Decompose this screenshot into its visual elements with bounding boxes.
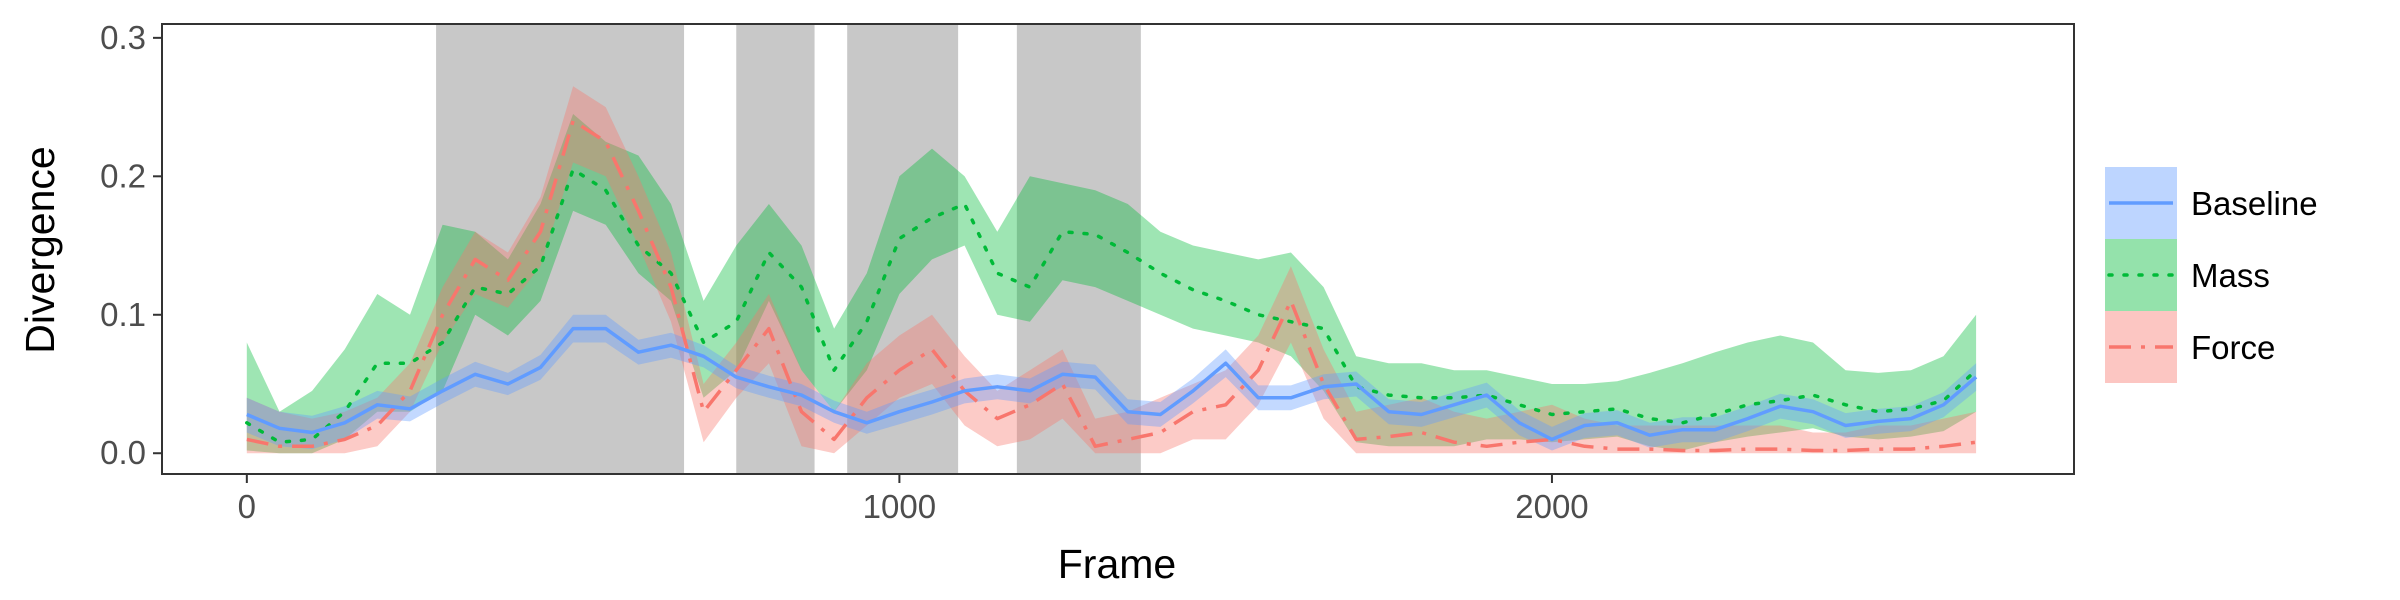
- y-axis-title: Divergence: [17, 146, 63, 353]
- legend-label-mass: Mass: [2191, 257, 2270, 294]
- line-baseline: [246, 326, 1978, 442]
- y-tick-label: 0.3: [100, 19, 146, 56]
- x-tick-label: 1000: [863, 488, 936, 525]
- y-tick-label: 0.2: [100, 157, 146, 194]
- x-axis-title: Frame: [1058, 541, 1176, 587]
- line-mass: [245, 167, 1978, 444]
- plot-border: [161, 23, 2075, 475]
- legend: Baseline Mass Force: [2105, 167, 2318, 383]
- x-axis-ticks: 0 1000 2000: [238, 474, 1589, 525]
- shaded-region-1: [436, 24, 685, 474]
- x-tick-label: 2000: [1515, 488, 1588, 525]
- legend-label-baseline: Baseline: [2191, 185, 2318, 222]
- line-force: [246, 119, 1977, 453]
- shaded-region-2: [736, 24, 815, 474]
- y-tick-label: 0.1: [100, 296, 146, 333]
- y-tick-label: 0.0: [100, 434, 146, 471]
- band-mass: [246, 114, 1977, 454]
- x-tick-label: 0: [238, 488, 256, 525]
- y-axis-ticks: 0.0 0.1 0.2 0.3: [100, 19, 162, 471]
- legend-label-force: Force: [2191, 329, 2275, 366]
- series-lines: [245, 119, 1978, 453]
